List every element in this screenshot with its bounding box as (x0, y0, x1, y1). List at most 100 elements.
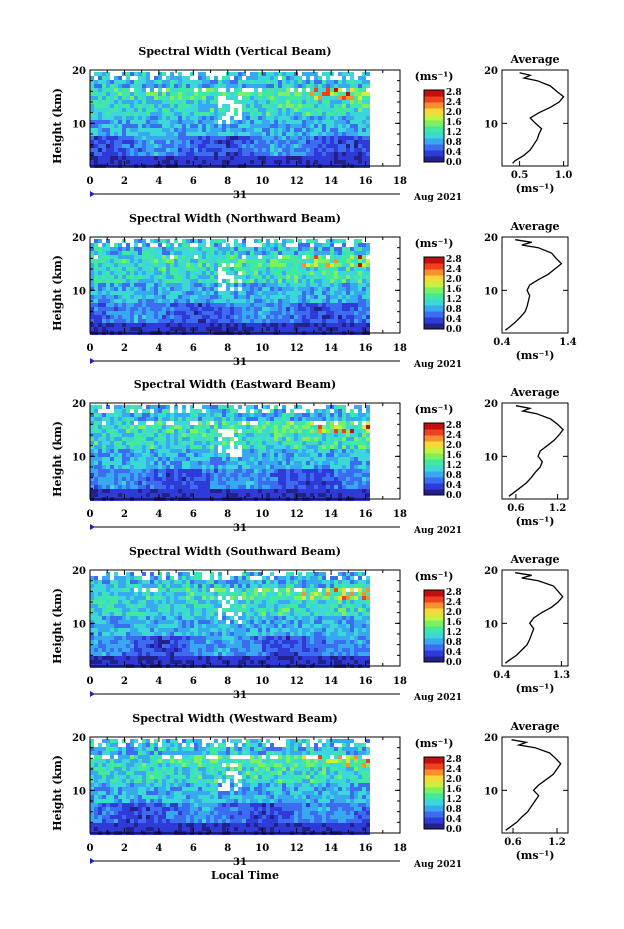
heatmap-cell (238, 247, 242, 251)
heatmap-cell (342, 433, 346, 437)
heatmap-cell (314, 100, 318, 104)
heatmap-cell (126, 453, 130, 457)
heatmap-cell (90, 247, 94, 251)
heatmap-cell (114, 263, 118, 267)
heatmap-cell (106, 473, 110, 477)
heatmap-cell (198, 96, 202, 100)
heatmap-cell (362, 255, 366, 259)
heatmap-cell (278, 425, 282, 429)
heatmap-cell (326, 299, 330, 303)
heatmap-cell (194, 239, 198, 243)
heatmap-cell (90, 243, 94, 247)
heatmap-cell (186, 465, 190, 469)
heatmap-cell (290, 473, 294, 477)
heatmap-cell (90, 279, 94, 283)
heatmap-cell (334, 287, 338, 291)
heatmap-cell (314, 303, 318, 307)
x-tick-label: 14 (324, 176, 338, 187)
heatmap-cell (94, 291, 98, 295)
heatmap-cell (214, 271, 218, 275)
heatmap-cell (310, 271, 314, 275)
heatmap-cell (322, 275, 326, 279)
heatmap-cell (202, 239, 206, 243)
heatmap-cell (326, 327, 330, 331)
heatmap-cell (130, 437, 134, 441)
heatmap-cell (134, 124, 138, 128)
heatmap-cell (154, 275, 158, 279)
heatmap-cell (258, 160, 262, 164)
heatmap-cell (218, 124, 222, 128)
heatmap-cell (246, 271, 250, 275)
heatmap-cell (202, 295, 206, 299)
heatmap-cell (282, 259, 286, 263)
heatmap-cell (110, 255, 114, 259)
heatmap-cell (146, 247, 150, 251)
heatmap-cell (190, 84, 194, 88)
heatmap-cell (274, 124, 278, 128)
heatmap-cell (142, 327, 146, 331)
heatmap-cell (234, 128, 238, 132)
heatmap-cell (362, 465, 366, 469)
heatmap-cell (310, 136, 314, 140)
heatmap-cell (142, 287, 146, 291)
heatmap-cell (306, 485, 310, 489)
heatmap-cell (158, 421, 162, 425)
heatmap-cell (326, 271, 330, 275)
heatmap-cell (182, 445, 186, 449)
heatmap-cell (318, 441, 322, 445)
heatmap-cell (350, 72, 354, 76)
heatmap-cell (138, 307, 142, 311)
heatmap-cell (146, 445, 150, 449)
heatmap-cell (102, 493, 106, 497)
heatmap-cell (154, 311, 158, 315)
heatmap-cell (190, 132, 194, 136)
heatmap-cell (354, 283, 358, 287)
heatmap-cell (222, 80, 226, 84)
heatmap-cell (202, 140, 206, 144)
heatmap-cell (182, 80, 186, 84)
heatmap-cell (190, 104, 194, 108)
heatmap-cell (142, 457, 146, 461)
heatmap-cell (254, 120, 258, 124)
heatmap-cell (358, 96, 362, 100)
heatmap-cell (318, 80, 322, 84)
heatmap-cell (266, 116, 270, 120)
heatmap-cell (270, 299, 274, 303)
heatmap-cell (342, 243, 346, 247)
heatmap-cell (342, 136, 346, 140)
heatmap-cell (182, 315, 186, 319)
heatmap-cell (154, 299, 158, 303)
heatmap-cell (114, 417, 118, 421)
heatmap-cell (302, 319, 306, 323)
heatmap-cell (222, 421, 226, 425)
heatmap-cell (106, 112, 110, 116)
heatmap-cell (366, 72, 370, 76)
heatmap-cell (110, 112, 114, 116)
heatmap-cell (266, 417, 270, 421)
heatmap-cell (202, 263, 206, 267)
heatmap-cell (146, 327, 150, 331)
heatmap-cell (106, 247, 110, 251)
heatmap-cell (194, 84, 198, 88)
heatmap-cell (274, 247, 278, 251)
heatmap-cell (178, 477, 182, 481)
heatmap-cell (110, 144, 114, 148)
heatmap-cell (218, 299, 222, 303)
heatmap-cell (326, 148, 330, 152)
heatmap-cell (250, 152, 254, 156)
heatmap-cell (198, 124, 202, 128)
heatmap-cell (338, 279, 342, 283)
heatmap-cell (290, 481, 294, 485)
heatmap-cell (126, 124, 130, 128)
heatmap-cell (258, 445, 262, 449)
heatmap-cell (194, 279, 198, 283)
heatmap-cell (278, 96, 282, 100)
heatmap-cell (198, 128, 202, 132)
heatmap-cell (286, 263, 290, 267)
heatmap-cell (130, 255, 134, 259)
heatmap-cell (190, 160, 194, 164)
heatmap-cell (114, 307, 118, 311)
heatmap-cell (262, 441, 266, 445)
heatmap-cell (318, 96, 322, 100)
heatmap-cell (254, 148, 258, 152)
